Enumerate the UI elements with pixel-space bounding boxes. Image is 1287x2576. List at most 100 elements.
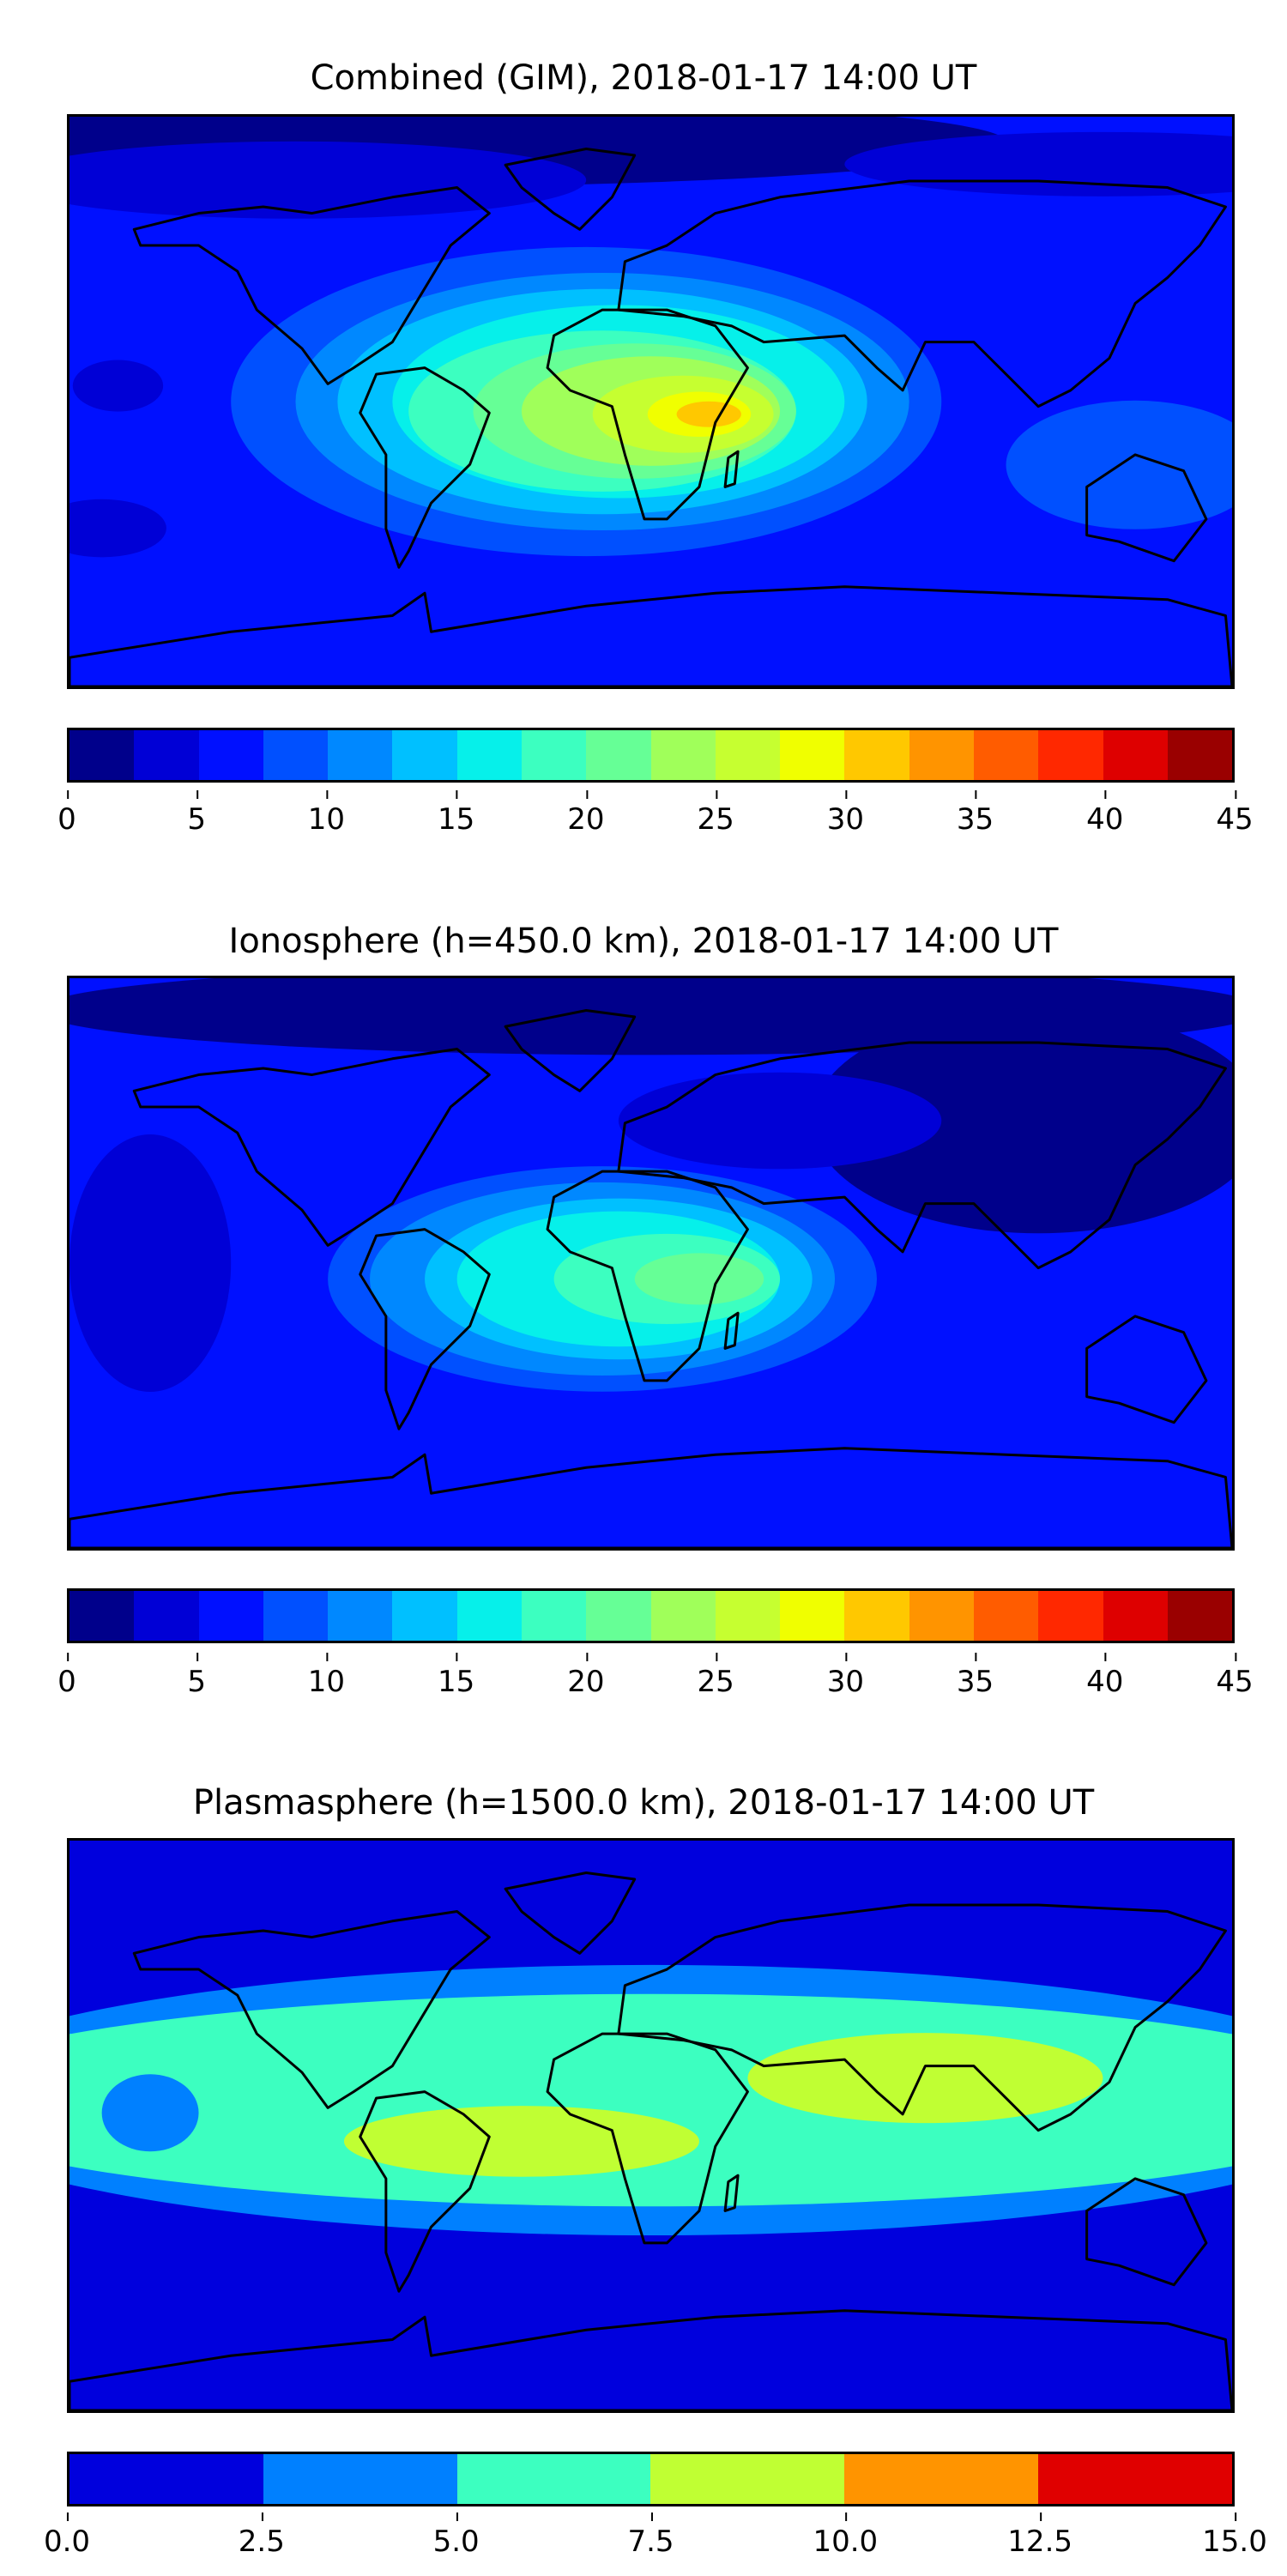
colorbar-segment: [134, 730, 199, 780]
colorbar-segment: [69, 2454, 263, 2504]
colorbar-tick-label: 45: [1216, 790, 1254, 837]
colorbar-tick-label: 30: [826, 1653, 864, 1699]
map-plasmasphere: [67, 1838, 1235, 2413]
colorbar-segment: [263, 730, 329, 780]
colorbar-tick-label: 25: [697, 790, 734, 837]
colorbar-segment: [198, 730, 263, 780]
map-canvas: [69, 1841, 1232, 2410]
colorbar-tick-label: 5: [187, 1653, 207, 1699]
coastline-south-america: [360, 1230, 490, 1430]
colorbar-segment: [909, 730, 974, 780]
colorbar-tick-label: 5.0: [432, 2513, 480, 2559]
coastline-australia: [1087, 455, 1206, 561]
colorbar-segment: [1038, 1591, 1103, 1641]
coastline-australia: [1087, 2179, 1206, 2285]
colorbar-tick-label: 20: [567, 790, 605, 837]
colorbar-tick-label: 35: [956, 790, 994, 837]
colorbar-segment: [456, 2454, 651, 2504]
colorbar-segment: [263, 1591, 329, 1641]
contour-level-1: [69, 499, 166, 558]
colorbar-segment: [521, 730, 587, 780]
coastline-madagascar: [725, 451, 738, 487]
coastline-australia: [1087, 1316, 1206, 1423]
coastline-africa: [547, 310, 747, 519]
coastline-madagascar: [725, 1313, 738, 1348]
colorbar-tick-label: 35: [956, 1653, 994, 1699]
colorbar-ionosphere: [67, 1588, 1235, 1643]
colorbar-segment: [780, 730, 845, 780]
colorbar-segment: [521, 1591, 587, 1641]
contour-level-3: [343, 2106, 699, 2177]
colorbar-tick-label: 15: [438, 1653, 475, 1699]
colorbar-segment: [1103, 730, 1168, 780]
colorbar-tick-label: 40: [1086, 790, 1124, 837]
colorbar-tick-label: 25: [697, 1653, 734, 1699]
colorbar-tick-label: 30: [826, 790, 864, 837]
colorbar-tick-label: 12.5: [1007, 2513, 1073, 2559]
contour-level-0: [812, 1007, 1232, 1234]
colorbar-segment: [134, 1591, 199, 1641]
colorbar-tick-label: 7.5: [627, 2513, 674, 2559]
coastline-south-america: [360, 368, 490, 568]
colorbar-combined: [67, 728, 1235, 783]
coastline-eurasia: [619, 1043, 1226, 1268]
colorbar-segment: [650, 730, 716, 780]
colorbar-tick-label: 20: [567, 1653, 605, 1699]
colorbar-segment: [328, 1591, 393, 1641]
map-canvas: [69, 117, 1232, 686]
colorbar-tick-label: 40: [1086, 1653, 1124, 1699]
map-ionosphere: [67, 976, 1235, 1551]
colorbar-tick-label: 10: [307, 1653, 346, 1699]
colorbar-plasmasphere: [67, 2452, 1235, 2506]
colorbar-segment: [973, 1591, 1039, 1641]
coastline-greenland: [505, 1011, 635, 1091]
colorbar-segment: [586, 730, 651, 780]
colorbar-segment: [973, 730, 1039, 780]
coastline-antarctica: [69, 2311, 1232, 2410]
colorbar-segment: [586, 1591, 651, 1641]
contour-level-1: [69, 141, 587, 219]
colorbar-segment: [456, 1591, 522, 1641]
colorbar-segment: [715, 1591, 781, 1641]
colorbar-tick-label: 2.5: [238, 2513, 285, 2559]
panel-title-plasmasphere: Plasmasphere (h=1500.0 km), 2018-01-17 1…: [192, 1783, 1095, 1823]
colorbar-ticks-combined: 0 5 10 15 20 25 30 35 40 45: [57, 790, 1254, 854]
coastline-eurasia: [619, 181, 1226, 407]
coastline-north-america: [134, 1912, 489, 2108]
colorbar-segment: [392, 1591, 457, 1641]
colorbar-segment: [909, 1591, 974, 1641]
colorbar-segment: [328, 730, 393, 780]
colorbar-segment: [650, 2454, 845, 2504]
colorbar-tick-label: 0: [57, 790, 76, 837]
map-combined: [67, 114, 1235, 689]
coastline-antarctica: [69, 587, 1232, 686]
colorbar-segment: [1038, 730, 1103, 780]
contour-level-1: [69, 1134, 232, 1393]
colorbar-segment: [844, 2454, 1039, 2504]
panel-title-combined: Combined (GIM), 2018-01-17 14:00 UT: [310, 58, 977, 98]
colorbar-tick-label: 15: [438, 790, 475, 837]
colorbar-segment: [780, 1591, 845, 1641]
colorbar-segment: [456, 730, 522, 780]
coastline-africa: [547, 1171, 747, 1381]
colorbar-segment: [198, 1591, 263, 1641]
coastline-greenland: [505, 1873, 635, 1954]
coastline-north-america: [134, 188, 489, 384]
colorbar-segment: [715, 730, 781, 780]
colorbar-tick-label: 10.0: [813, 2513, 879, 2559]
colorbar-tick-label: 10: [307, 790, 346, 837]
coastline-eurasia: [619, 1905, 1226, 2131]
colorbar-tick-label: 45: [1216, 1653, 1254, 1699]
colorbar-tick-label: 0: [57, 1653, 76, 1699]
colorbar-segment: [69, 1591, 135, 1641]
colorbar-segment: [844, 730, 909, 780]
colorbar-ticks-ionosphere: 0 5 10 15 20 25 30 35 40 45: [57, 1653, 1254, 1716]
contour-level-12: [676, 401, 741, 427]
colorbar-tick-label: 15.0: [1202, 2513, 1267, 2559]
colorbar-segment: [650, 1591, 716, 1641]
colorbar-tick-label: 0.0: [43, 2513, 91, 2559]
colorbar-segment: [1167, 730, 1233, 780]
contour-level-1: [101, 2074, 199, 2152]
colorbar-segment: [1103, 1591, 1168, 1641]
coastline-africa: [547, 2034, 747, 2243]
